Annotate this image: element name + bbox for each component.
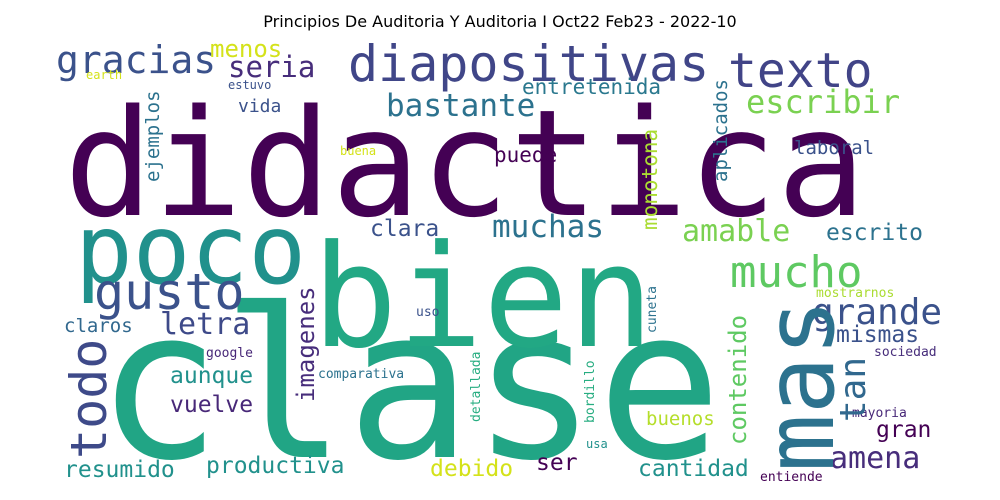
word-gusto: gusto xyxy=(94,263,245,321)
word-vida: vida xyxy=(238,96,282,117)
word-clase: clase xyxy=(96,265,723,489)
word-mostrarnos: mostrarnos xyxy=(816,286,895,301)
word-ser: ser xyxy=(536,450,578,476)
word-mismas: mismas xyxy=(836,322,920,348)
word-aunque: aunque xyxy=(170,363,254,389)
word-usa: usa xyxy=(586,437,608,451)
word-google: google xyxy=(206,346,253,361)
word-imagenes: imagenes xyxy=(292,286,320,402)
word-mayoria: bordillo xyxy=(583,360,598,423)
word-poco: poco xyxy=(75,194,307,306)
word-buena: buena xyxy=(340,144,377,158)
word-cantidad: cantidad xyxy=(638,456,749,482)
word-texto: texto xyxy=(728,43,873,99)
word-gracias: gracias xyxy=(56,38,217,82)
word-bastante: bastante xyxy=(386,88,536,124)
word-contenido: contenido xyxy=(724,314,752,445)
word-comparativa: comparativa xyxy=(318,367,405,382)
word-estuvo: estuvo xyxy=(228,78,272,92)
word-didactica: didactica xyxy=(64,78,866,250)
chart-title: Principios De Auditoria Y Auditoria I Oc… xyxy=(263,12,737,31)
word-menos: menos xyxy=(210,37,283,63)
word-buenos: buenos xyxy=(646,408,715,430)
word-monotona: monotona xyxy=(638,128,662,230)
word-escribir: escribir xyxy=(746,83,901,121)
word-aplicados: aplicados xyxy=(710,79,732,182)
word-gran: gran xyxy=(876,417,932,443)
word-entretenida: entretenida xyxy=(522,75,662,99)
word-productiva: productiva xyxy=(206,453,345,479)
word-cuneta: cuneta xyxy=(645,286,660,333)
word-seria: seria xyxy=(228,50,316,84)
word-uso: uso xyxy=(416,305,440,320)
word-bien: bien xyxy=(312,215,654,380)
word-laboral: laboral xyxy=(794,137,875,159)
word-claros: claros xyxy=(64,315,133,337)
word-resumido: resumido xyxy=(64,457,175,483)
word-debido: debido xyxy=(430,456,514,482)
word-cloud: didactica clase bien poco diapositivas t… xyxy=(50,37,950,489)
word-earth: earth xyxy=(86,68,123,82)
word-tan: tan xyxy=(833,356,874,422)
word-muchas: muchas xyxy=(492,209,604,245)
word-vuelve: vuelve xyxy=(170,392,254,418)
word-puede: puede xyxy=(494,143,558,167)
word-todo: todo xyxy=(60,338,118,459)
word-diapositivas: diapositivas xyxy=(348,37,710,93)
word-amena: amena xyxy=(830,441,921,476)
word-ejemplos: ejemplos xyxy=(142,90,164,182)
word-amable: amable xyxy=(682,214,791,249)
word-bordillo: mayoria xyxy=(852,406,907,421)
word-entiende: entiende xyxy=(760,470,823,485)
word-escrito: escrito xyxy=(826,220,923,246)
word-grande: grande xyxy=(812,292,943,333)
word-clara: clara xyxy=(370,216,440,242)
word-detallada: detallada xyxy=(469,351,484,422)
word-mucho: mucho xyxy=(730,247,863,298)
word-letra: letra xyxy=(160,307,251,342)
word-sociedad: sociedad xyxy=(874,345,937,360)
